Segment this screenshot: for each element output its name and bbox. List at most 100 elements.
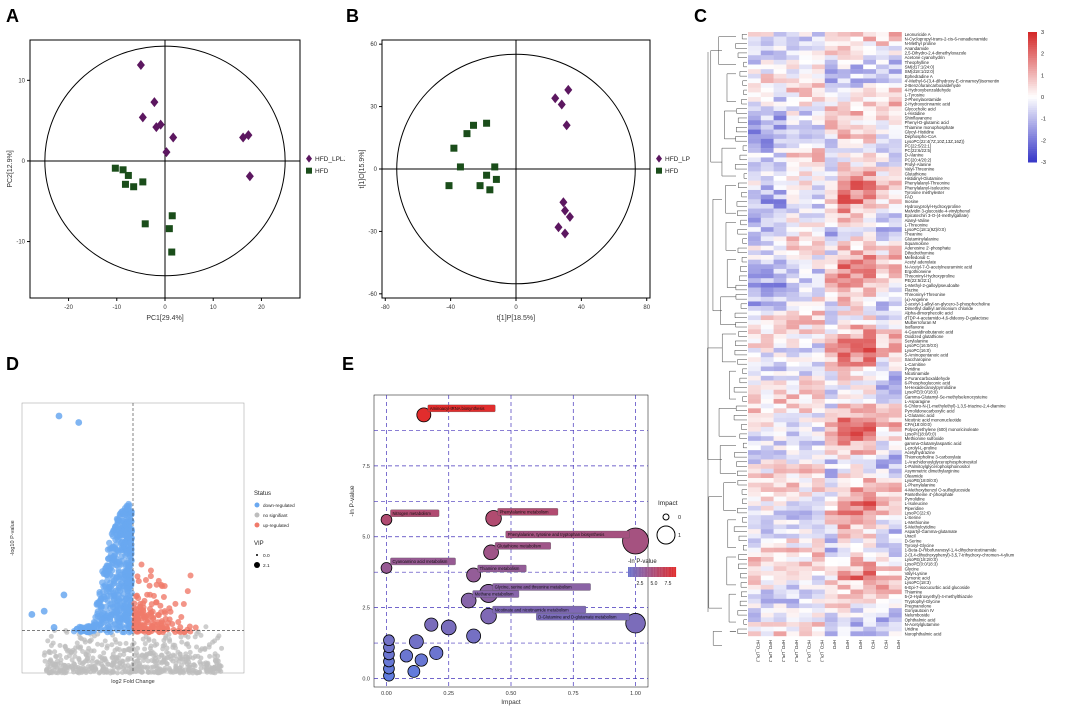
point-not-significant [109,655,115,661]
heatmap-cell [850,566,864,572]
heatmap-cell [888,97,902,102]
heatmap-cell [786,124,800,130]
heatmap-cell [824,41,838,47]
point-not-significant [202,647,208,653]
heatmap-cell [760,138,774,144]
point-not-significant [114,670,120,676]
heatmap-cell [888,231,902,237]
heatmap-cell [812,324,825,330]
point-not-significant [119,661,125,667]
point-not-significant [142,641,148,647]
color-scale-label: -3 [1041,160,1046,166]
heatmap-cell [799,594,813,600]
heatmap-cell [863,69,877,75]
point-not-significant [109,642,115,648]
heatmap-cell [824,162,838,167]
point-not-significant [65,648,71,654]
heatmap-cell [773,41,787,47]
heatmap-cell [799,217,813,223]
heatmap-cell [863,366,877,372]
heatmap-cell [888,445,902,451]
heatmap-cell [876,454,889,460]
heatmap-cell [837,519,851,525]
heatmap-cell [863,468,877,474]
point-not-significant [160,643,166,649]
heatmap-cell [799,282,813,288]
heatmap-cell [863,324,877,330]
dendrogram-branch [738,563,747,569]
point-not-significant [72,653,78,659]
heatmap-cell [850,259,864,265]
dendrogram-branch [726,556,736,586]
heatmap-cell [748,301,761,307]
heatmap-cell [812,97,825,102]
heatmap-cell [876,268,889,274]
color-scale-label: 5.0 [651,581,658,587]
heatmap-cell [773,208,787,214]
heatmap-cell [888,385,902,390]
heatmap-cell [837,148,851,153]
heatmap-cell [760,259,774,265]
heatmap-cell [760,375,774,381]
heatmap-cell [799,422,813,428]
heatmap-cell [837,626,851,632]
heatmap-cell [824,515,838,521]
heatmap-cell [812,199,825,205]
color-scale-segment [1028,153,1037,156]
heatmap-cell [876,422,889,428]
heatmap-cell [863,255,877,260]
heatmap-cell [863,259,877,265]
heatmap-cell [799,524,813,530]
color-scale-segment [665,567,667,577]
heatmap-cell [748,199,761,205]
color-scale-segment [1028,84,1037,87]
row-label: Glycine [905,566,920,571]
row-label: Glycyl-Histidine [905,130,935,135]
point-not-significant [177,670,183,676]
heatmap-cell [888,129,902,135]
point-not-significant [147,645,153,651]
heatmap-cell [863,385,877,390]
heatmap-cell [773,580,787,586]
heatmap-cell [748,245,761,251]
dendrogram-branch [743,89,747,95]
point-up-regulated [135,616,142,623]
heatmap-cell [837,138,851,144]
heatmap-cell [863,50,877,56]
heatmap-cell [748,547,761,553]
heatmap-cell [863,403,877,409]
heatmap-cell [799,176,813,181]
heatmap-cell [863,399,877,404]
point-down-regulated [123,614,130,621]
heatmap-cell [786,366,800,372]
heatmap-cell [837,589,851,595]
color-scale-segment [632,567,635,577]
heatmap-cell [773,385,787,390]
point-not-significant [166,665,172,671]
heatmap-cell [760,157,774,163]
heatmap-cell [773,510,787,516]
heatmap-cell [824,389,838,395]
heatmap-cell [799,529,813,534]
heatmap-cell [850,445,864,451]
color-scale-segment [641,567,643,577]
heatmap-cell [850,547,864,553]
point-up-regulated [147,573,154,580]
heatmap-cell [760,166,774,172]
heatmap-cell [837,487,851,493]
point-not-significant [86,645,92,651]
color-scale-segment [1028,38,1037,42]
heatmap-cell [760,547,774,553]
pathway-bubble [380,513,393,526]
heatmap-cell [863,626,877,632]
heatmap-cell [786,468,800,474]
heatmap-cell [799,412,813,418]
data-point-hfd [165,225,173,233]
heatmap-cell [748,152,761,158]
heatmap-cell [748,236,761,242]
heatmap-cell [837,417,851,423]
data-point-hfd_lplj [150,97,159,108]
heatmap-cell [850,292,864,298]
heatmap-cell [824,296,838,302]
